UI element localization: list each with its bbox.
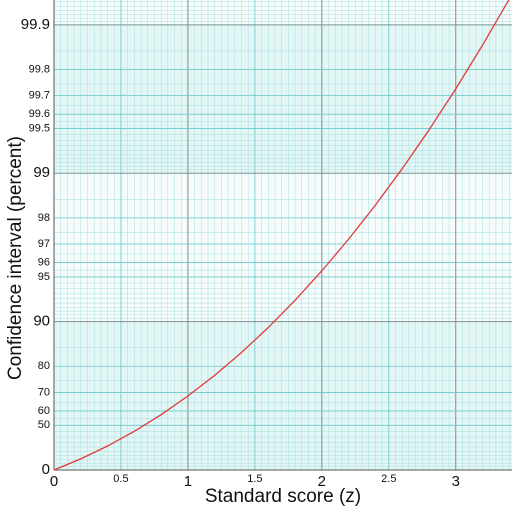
y-tick-label: 90 bbox=[33, 313, 50, 330]
y-tick-label: 96 bbox=[38, 256, 50, 268]
x-tick-label: 0 bbox=[50, 473, 58, 490]
x-tick-label: 0.5 bbox=[113, 473, 128, 485]
x-tick-label: 1 bbox=[184, 473, 192, 490]
x-tick-label: 1.5 bbox=[247, 473, 262, 485]
y-tick-label: 50 bbox=[38, 419, 50, 431]
band bbox=[54, 24, 512, 174]
y-tick-label: 97 bbox=[38, 238, 50, 250]
plot-area: 0 0.5 1 1.5 2 2.5 3 0 50 60 70 80 90 95 96 97 98 99 99.5 99… bbox=[21, 0, 512, 490]
y-tick-label: 99.9 bbox=[21, 16, 50, 33]
x-axis-label: Standard score (z) bbox=[205, 486, 361, 507]
band bbox=[54, 321, 512, 470]
x-tick-label: 3 bbox=[452, 473, 460, 490]
y-tick-label: 95 bbox=[38, 271, 50, 283]
y-tick-label: 99.5 bbox=[29, 122, 50, 134]
band bbox=[54, 173, 512, 322]
y-tick-label: 99.8 bbox=[29, 63, 50, 75]
x-tick-label: 2 bbox=[318, 473, 326, 490]
y-tick-label: 99.7 bbox=[29, 90, 50, 102]
x-tick-label: 2.5 bbox=[381, 473, 396, 485]
y-tick-label: 99 bbox=[33, 164, 50, 181]
y-tick-label: 70 bbox=[38, 386, 50, 398]
y-tick-label: 98 bbox=[38, 212, 50, 224]
y-tick-label: 0 bbox=[42, 461, 50, 478]
y-tick-label: 99.6 bbox=[29, 108, 50, 120]
line bbox=[53, 0, 510, 471]
y-axis-label: Confidence interval (percent) bbox=[5, 136, 26, 380]
y-tick-label: 60 bbox=[38, 405, 50, 417]
band bbox=[54, 0, 512, 25]
y-tick-label: 80 bbox=[38, 360, 50, 372]
